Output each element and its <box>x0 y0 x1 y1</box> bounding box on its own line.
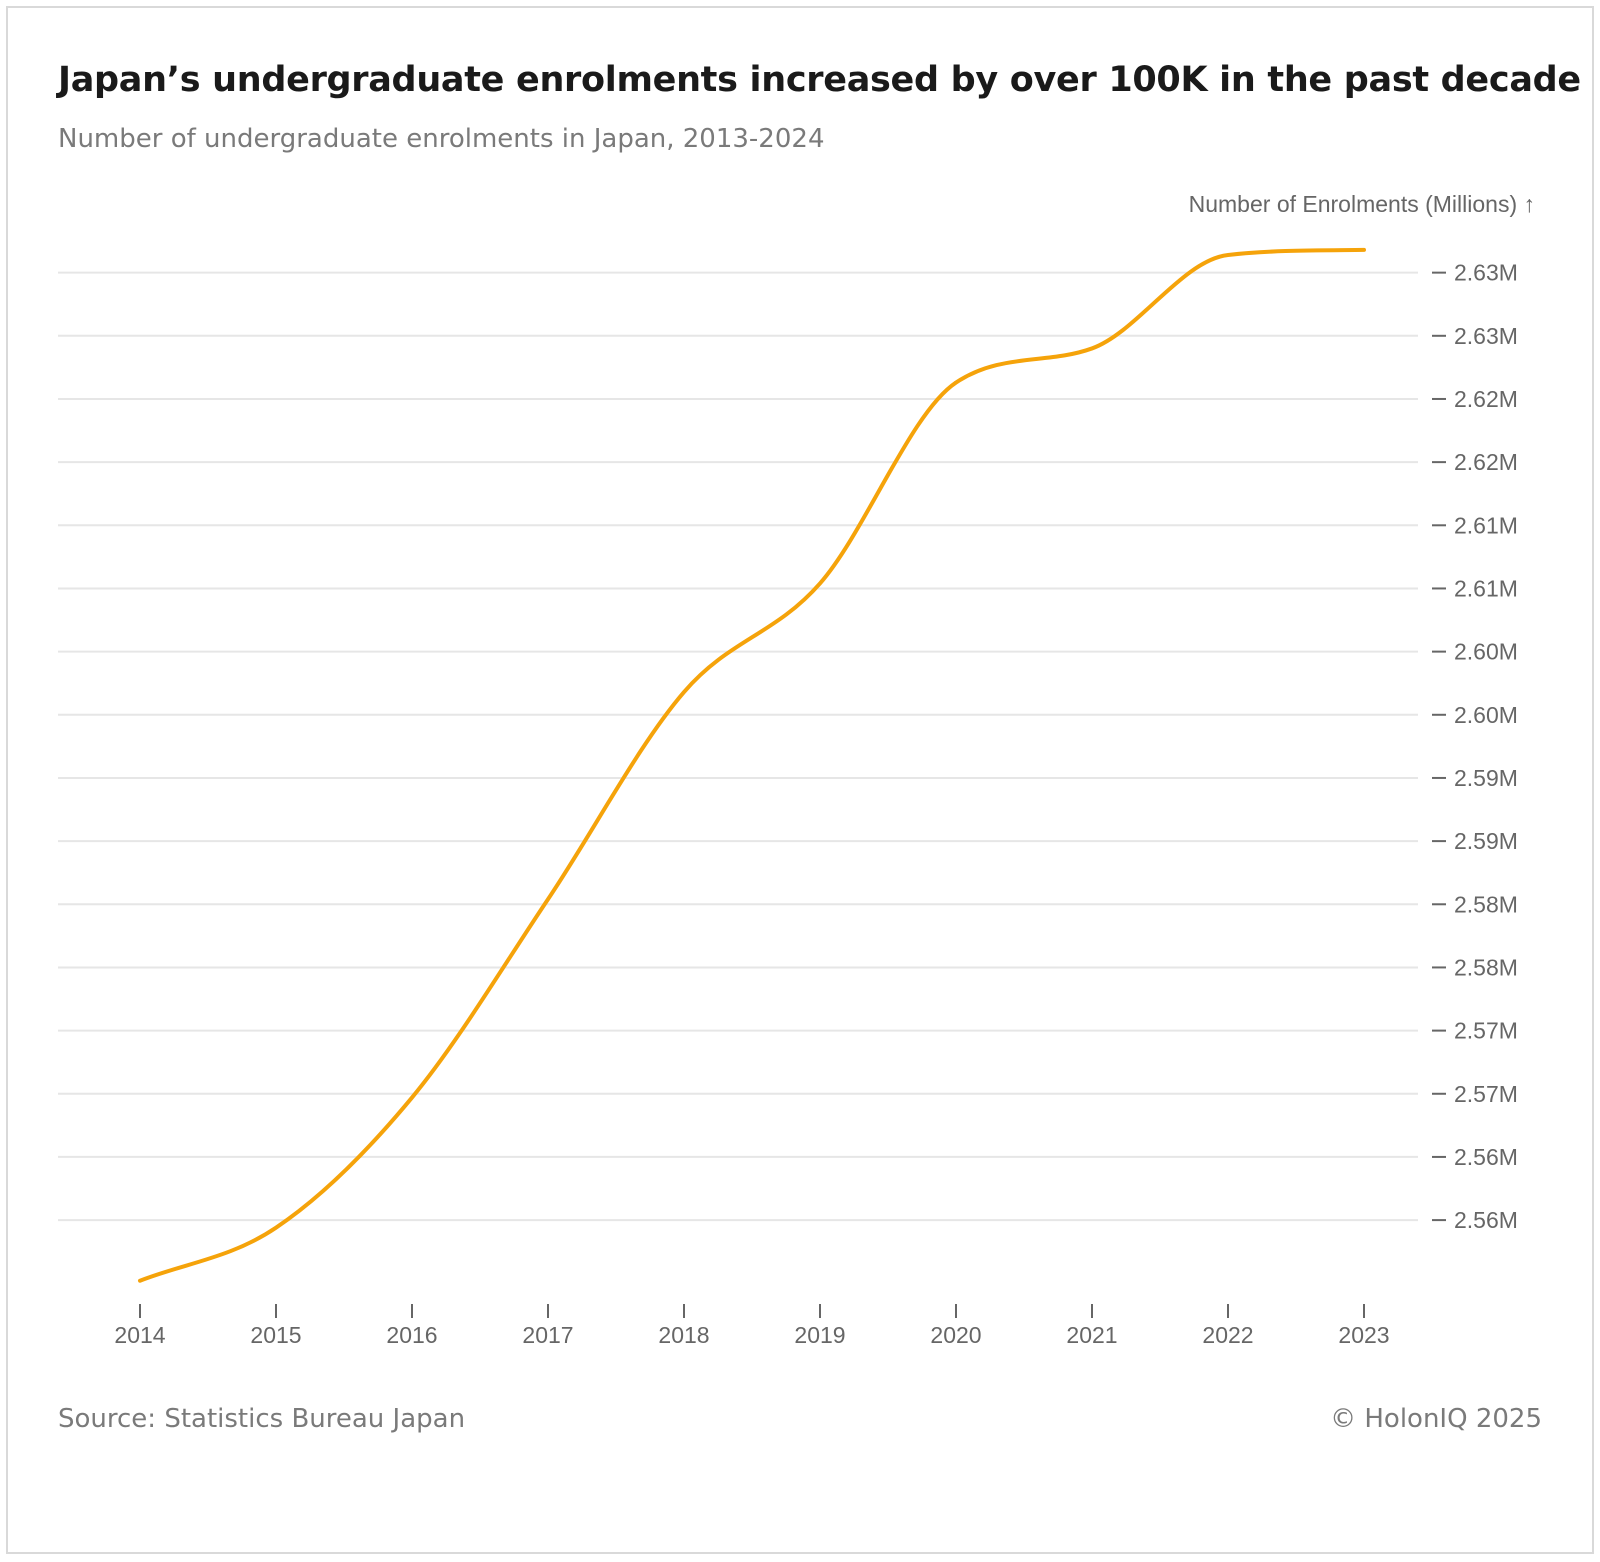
y-tick-label: 2.58M <box>1454 891 1518 917</box>
x-tick-label: 2019 <box>794 1322 845 1348</box>
x-tick-label: 2015 <box>250 1322 301 1348</box>
x-tick-label: 2016 <box>386 1322 437 1348</box>
y-tick-label: 2.62M <box>1454 449 1518 475</box>
x-tick-label: 2014 <box>114 1322 165 1348</box>
y-tick-label: 2.61M <box>1454 575 1518 601</box>
y-axis-title: Number of Enrolments (Millions) ↑ <box>1189 191 1535 217</box>
x-tick-label: 2021 <box>1066 1322 1117 1348</box>
y-tick-label: 2.56M <box>1454 1144 1518 1170</box>
x-tick-label: 2023 <box>1338 1322 1389 1348</box>
y-axis: 2.56M 2.56M 2.57M 2.57M 2.58M 2.58M 2.59M 2.59M… <box>1432 260 1518 1233</box>
chart-title: Japan’s undergraduate enrolments increas… <box>58 60 1581 100</box>
y-tick-label: 2.61M <box>1454 512 1518 538</box>
y-tick-label: 2.59M <box>1454 765 1518 791</box>
chart-frame <box>6 6 1594 1554</box>
series-line <box>138 247 1366 1283</box>
source-note: Source: Statistics Bureau Japan <box>58 1404 466 1434</box>
y-tick-label: 2.59M <box>1454 828 1518 854</box>
x-tick-label: 2018 <box>658 1322 709 1348</box>
y-tick-label: 2.57M <box>1454 1081 1518 1107</box>
y-tick-label: 2.60M <box>1454 702 1518 728</box>
y-tick-label: 2.63M <box>1454 260 1518 286</box>
x-axis: 2014 2015 2016 2017 2018 2019 2020 2021 2022 2023 <box>114 1304 1390 1348</box>
series-layer <box>138 247 1366 1283</box>
y-tick-label: 2.58M <box>1454 954 1518 980</box>
chart-subtitle: Number of undergraduate enrolments in Ja… <box>58 124 825 154</box>
x-tick-label: 2022 <box>1202 1322 1253 1348</box>
y-tick-label: 2.56M <box>1454 1207 1518 1233</box>
copyright-note: © HolonIQ 2025 <box>1330 1404 1542 1434</box>
gridlines <box>58 271 1418 1222</box>
y-tick-label: 2.57M <box>1454 1018 1518 1044</box>
x-tick-label: 2020 <box>930 1322 981 1348</box>
y-tick-label: 2.60M <box>1454 639 1518 665</box>
y-tick-label: 2.63M <box>1454 323 1518 349</box>
x-tick-label: 2017 <box>522 1322 573 1348</box>
y-tick-label: 2.62M <box>1454 386 1518 412</box>
